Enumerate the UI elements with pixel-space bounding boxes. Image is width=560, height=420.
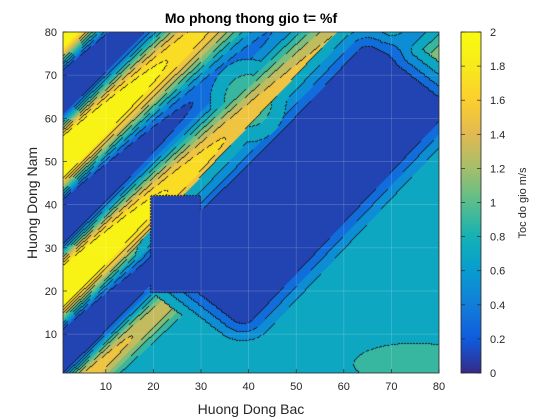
y-tick-label: 70 <box>45 70 57 82</box>
colorbar-tick-label: 1.2 <box>490 163 505 175</box>
x-tick-label: 70 <box>385 381 397 393</box>
colorbar-tick-label: 0.8 <box>490 232 505 244</box>
x-tick-label: 60 <box>338 381 350 393</box>
colorbar-ticks: 0 0.2 0.4 0.6 0.8 1 1.2 1.4 1.6 1.8 2 <box>461 27 505 380</box>
colorbar-tick-label: 0.4 <box>490 300 505 312</box>
colorbar-tick-label: 1.4 <box>490 129 505 141</box>
y-tick-label: 10 <box>45 329 57 341</box>
plot-box <box>62 31 440 374</box>
colorbar-tick-label: 1 <box>490 198 496 210</box>
x-axis-label: Huong Dong Bac <box>198 401 305 417</box>
y-tick-label: 80 <box>45 27 57 39</box>
x-tick-label: 80 <box>433 381 445 393</box>
colorbar: 0 0.2 0.4 0.6 0.8 1 1.2 1.4 1.6 1.8 2 Toc do gio m… <box>460 27 529 380</box>
grid-lines <box>63 32 439 373</box>
y-axis-label: Huong Dong Nam <box>24 147 40 259</box>
chart-title: Mo phong thong gio t= %f <box>165 10 338 26</box>
y-tick-label: 20 <box>45 286 57 298</box>
y-tick-label: 40 <box>45 200 57 212</box>
colorbar-tick-label: 0 <box>490 368 496 380</box>
y-tick-label: 60 <box>45 113 57 125</box>
colorbar-label: Toc do gio m/s <box>517 167 529 238</box>
x-tick-label: 10 <box>100 381 112 393</box>
contour-fill <box>63 32 439 373</box>
colorbar-tick-label: 2 <box>490 27 496 39</box>
x-axis-ticks: 10 20 30 40 50 60 70 80 <box>100 369 445 393</box>
plot-area <box>62 31 440 374</box>
colorbar-tick-label: 0.6 <box>490 266 505 278</box>
x-tick-label: 40 <box>242 381 254 393</box>
colorbar-tick-label: 0.2 <box>490 334 505 346</box>
y-tick-label: 50 <box>45 156 57 168</box>
y-axis-ticks: 10 20 30 40 50 60 70 80 <box>45 27 67 341</box>
colorbar-tick-label: 1.8 <box>490 61 505 73</box>
colorbar-tick-label: 1.6 <box>490 95 505 107</box>
x-tick-label: 30 <box>195 381 207 393</box>
y-tick-label: 30 <box>45 243 57 255</box>
x-tick-label: 50 <box>290 381 302 393</box>
x-tick-label: 20 <box>147 381 159 393</box>
